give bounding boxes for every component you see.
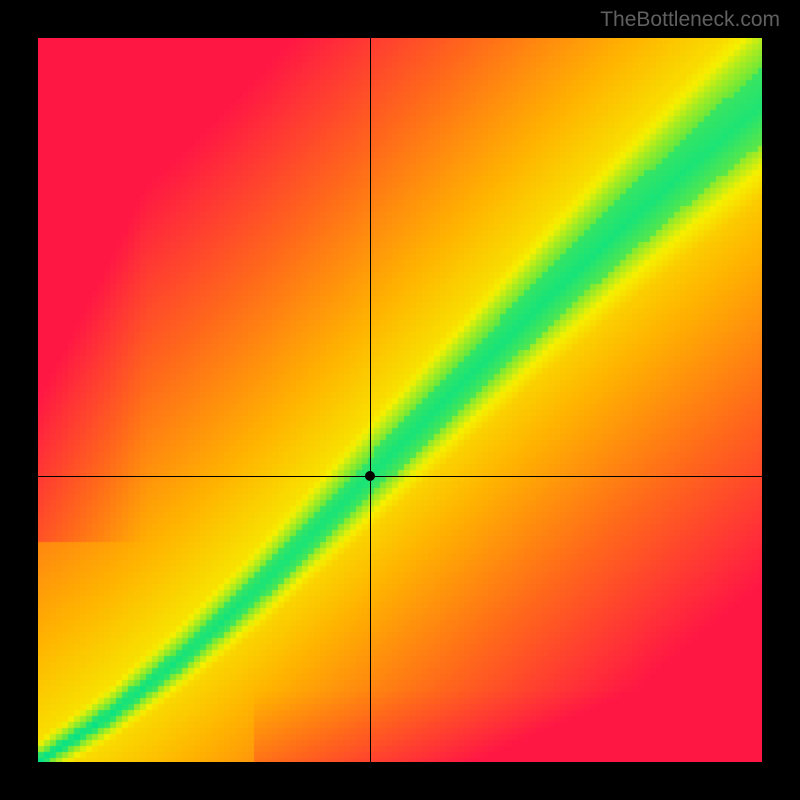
heatmap-canvas [38, 38, 762, 762]
watermark: TheBottleneck.com [600, 8, 780, 32]
selected-point-marker [365, 471, 375, 481]
bottleneck-heatmap [38, 38, 762, 762]
crosshair-horizontal [38, 476, 762, 477]
crosshair-vertical [370, 38, 371, 762]
